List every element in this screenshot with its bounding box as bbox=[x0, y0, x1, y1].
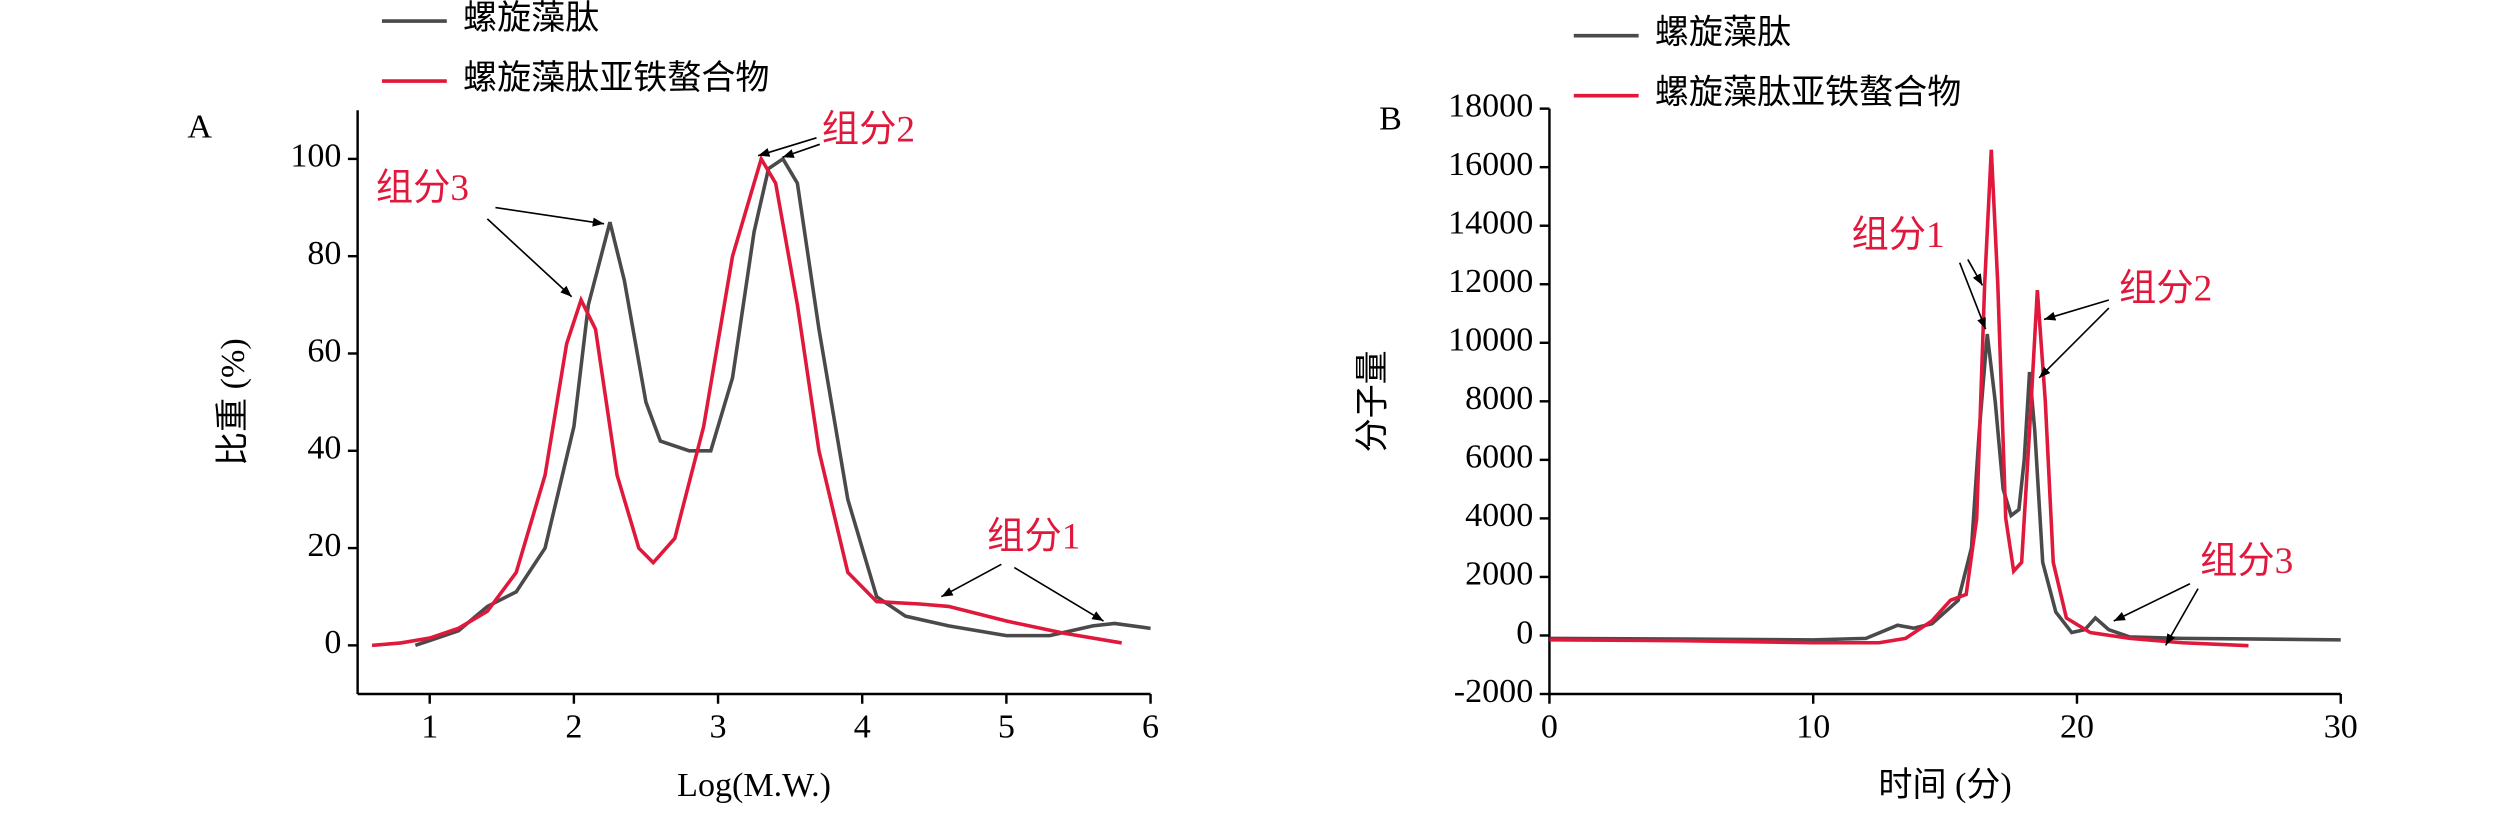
annotation: 组分1 bbox=[987, 517, 1080, 558]
x-tick-label: 4 bbox=[854, 708, 871, 745]
annotation: 组分3 bbox=[376, 168, 469, 209]
annotation-arrow bbox=[2038, 307, 2110, 379]
data-line bbox=[1549, 149, 2249, 648]
annotation: 组分1 bbox=[1851, 215, 1944, 256]
annotation: 组分2 bbox=[822, 110, 915, 151]
y-tick-label: 40 bbox=[307, 430, 341, 467]
annotation-arrow bbox=[1967, 259, 1984, 286]
data-line bbox=[371, 154, 1122, 648]
annotation-arrow bbox=[486, 218, 573, 298]
data-line bbox=[414, 156, 1151, 648]
annotation: 组分2 bbox=[2119, 268, 2212, 309]
legend-label: 螺旋藻肽亚铁螯合物 bbox=[1655, 73, 1961, 111]
x-tick-label: 1 bbox=[421, 708, 438, 745]
x-tick-label: 0 bbox=[1541, 708, 1558, 745]
annotation-arrow bbox=[757, 137, 817, 157]
panel-label: A bbox=[187, 109, 212, 146]
annotation-arrow bbox=[1013, 566, 1104, 622]
annotation: 组分3 bbox=[2200, 541, 2293, 582]
x-axis-label: Log(M.W.) bbox=[677, 767, 831, 804]
annotation-arrow bbox=[782, 143, 821, 159]
y-tick-label: 20 bbox=[307, 527, 341, 564]
y-axis-label: 分子量 bbox=[1355, 350, 1392, 452]
y-tick-label: 12000 bbox=[1448, 263, 1533, 300]
y-tick-label: 0 bbox=[1516, 614, 1533, 651]
y-tick-label: 6000 bbox=[1465, 439, 1533, 476]
y-tick-label: 2000 bbox=[1465, 556, 1533, 593]
legend-label: 螺旋藻肽 bbox=[1655, 13, 1791, 51]
annotation-arrow bbox=[495, 206, 605, 227]
legend-label: 螺旋藻肽 bbox=[463, 0, 599, 37]
legend-label: 螺旋藻肽亚铁螯合物 bbox=[463, 59, 769, 97]
y-tick-label: 14000 bbox=[1448, 205, 1533, 242]
y-tick-label: 80 bbox=[307, 235, 341, 272]
panel-label: B bbox=[1379, 100, 1402, 137]
annotation-arrow bbox=[1958, 262, 1987, 330]
x-tick-label: 10 bbox=[1796, 708, 1830, 745]
x-tick-label: 5 bbox=[998, 708, 1015, 745]
y-tick-label: 18000 bbox=[1448, 87, 1533, 124]
y-tick-label: 8000 bbox=[1465, 380, 1533, 417]
x-axis-label: 时间 (分) bbox=[1878, 767, 2011, 804]
y-tick-label: 0 bbox=[324, 624, 341, 661]
x-tick-label: 3 bbox=[710, 708, 727, 745]
x-tick-label: 6 bbox=[1142, 708, 1159, 745]
y-tick-label: 4000 bbox=[1465, 497, 1533, 534]
annotation-arrow bbox=[2164, 588, 2199, 646]
x-tick-label: 2 bbox=[565, 708, 582, 745]
annotation-arrow bbox=[2113, 583, 2191, 622]
y-tick-label: -2000 bbox=[1454, 673, 1533, 710]
x-tick-label: 30 bbox=[2324, 708, 2358, 745]
data-line bbox=[1549, 333, 2341, 642]
y-tick-label: 10000 bbox=[1448, 322, 1533, 359]
x-tick-label: 20 bbox=[2060, 708, 2094, 745]
annotation-arrow bbox=[940, 563, 1002, 598]
y-axis-label: 比重 (%) bbox=[215, 338, 252, 466]
annotation-arrow bbox=[2043, 299, 2110, 321]
y-tick-label: 16000 bbox=[1448, 146, 1533, 183]
y-tick-label: 100 bbox=[290, 138, 341, 175]
y-tick-label: 60 bbox=[307, 332, 341, 369]
